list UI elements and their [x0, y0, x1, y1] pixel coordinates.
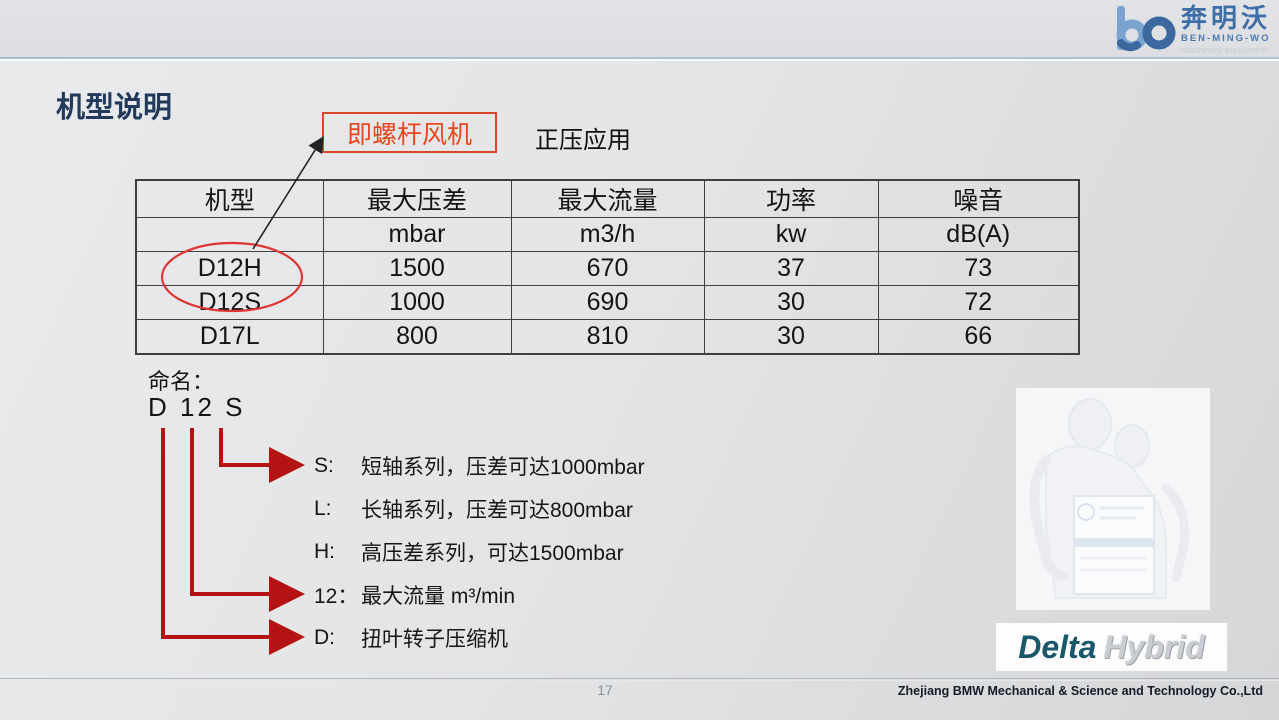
table-cell-model: D12H — [135, 251, 324, 286]
table-cell: 73 — [877, 251, 1080, 286]
callout-box: 即螺杆风机 — [322, 112, 497, 153]
table-header-cell: 机型 — [135, 179, 324, 218]
connector-12 — [190, 428, 305, 612]
hybrid-word: Hybrid — [1103, 628, 1205, 665]
table-header-cell: 最大流量 — [510, 179, 705, 218]
logo-name-en: BEN-MING-WO — [1180, 33, 1271, 45]
footer-divider — [0, 678, 1279, 681]
table-cell: 37 — [703, 251, 879, 286]
naming-item-s: S: 短轴系列，压差可达1000mbar — [314, 453, 645, 479]
table-cell: 810 — [510, 319, 705, 354]
naming-item-l: L: 长轴系列，压差可达800mbar — [314, 496, 633, 522]
company-logo: 奔明沃 BEN-MING-WO machinery equipment — [1112, 3, 1271, 55]
table-cell: 690 — [510, 285, 705, 320]
connector-s — [219, 428, 305, 483]
naming-code: D 12 S — [148, 392, 246, 422]
table-unit-cell: mbar — [322, 217, 512, 252]
table-units-row: mbar m3/h kw dB(A) — [135, 217, 1080, 252]
table-cell: 66 — [877, 319, 1080, 354]
naming-heading: 命名： — [148, 369, 215, 394]
table-header-row: 机型 最大压差 最大流量 功率 噪音 — [135, 179, 1080, 218]
page-number: 17 — [597, 682, 613, 698]
table-cell: 1500 — [322, 251, 512, 286]
table-cell-model: D17L — [135, 319, 324, 354]
table-header-cell: 噪音 — [877, 179, 1080, 218]
robots-image — [1016, 388, 1210, 610]
table-unit-cell — [135, 217, 324, 252]
page-title: 机型说明 — [56, 92, 173, 124]
naming-item-h: H: 高压差系列，可达1500mbar — [314, 539, 624, 565]
logo-bo-icon — [1116, 6, 1176, 52]
table-cell: 800 — [322, 319, 512, 354]
callout-label: 即螺杆风机 — [346, 120, 472, 149]
table-cell: 670 — [510, 251, 705, 286]
table-row: D17L 800 810 30 66 — [135, 319, 1080, 354]
table-row: D12S 1000 690 30 72 — [135, 285, 1080, 320]
table-unit-cell: kw — [703, 217, 879, 252]
footer-company: Zhejiang BMW Mechanical & Science and Te… — [897, 684, 1263, 698]
connector-d — [161, 428, 305, 655]
table-cell-model: D12S — [135, 285, 324, 320]
table-cell: 30 — [703, 319, 879, 354]
header-band: 奔明沃 BEN-MING-WO machinery equipment — [0, 0, 1279, 59]
naming-item-12: 12： 最大流量 m³/min — [314, 584, 515, 608]
table-unit-cell: dB(A) — [877, 217, 1080, 252]
delta-word: Delta — [1018, 628, 1097, 665]
logo-tagline: machinery equipment — [1180, 44, 1268, 55]
spec-table: 机型 最大压差 最大流量 功率 噪音 mbar m3/h kw dB(A) D1… — [135, 179, 1080, 355]
table-header-cell: 功率 — [703, 179, 879, 218]
table-row: D12H 1500 670 37 73 — [135, 251, 1080, 286]
delta-hybrid-logo: Delta Hybrid — [995, 622, 1228, 672]
table-cell: 72 — [877, 285, 1080, 320]
table-cell: 30 — [703, 285, 879, 320]
table-cell: 1000 — [322, 285, 512, 320]
naming-item-d: D: 扭叶转子压缩机 — [314, 625, 508, 651]
table-unit-cell: m3/h — [510, 217, 705, 252]
table-header-cell: 最大压差 — [322, 179, 512, 218]
logo-name-cn: 奔明沃 — [1180, 3, 1271, 34]
note-positive-pressure: 正压应用 — [535, 127, 631, 154]
naming-legend: S: 短轴系列，压差可达1000mbar L: 长轴系列，压差可达800mbar… — [314, 444, 645, 659]
